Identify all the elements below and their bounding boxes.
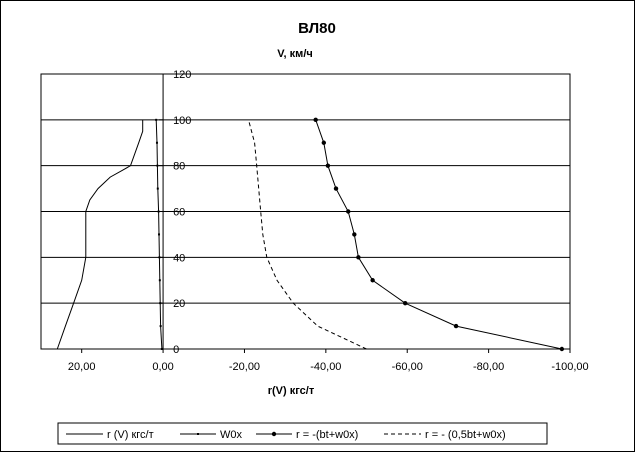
- legend-label-half-bt-w0x: r = - (0,5bt+w0x): [425, 429, 506, 441]
- x-tick-label-4: -60,00: [392, 361, 423, 373]
- series-1-marker-6: [157, 210, 160, 213]
- x-tick-label-2: -20,00: [229, 361, 260, 373]
- y-tick-label-5: 100: [173, 115, 191, 127]
- series-2-marker-0: [559, 346, 565, 352]
- y-tick-label-6: 120: [173, 69, 191, 81]
- series-1-marker-2: [159, 302, 162, 305]
- y-tick-label-2: 40: [173, 252, 185, 264]
- series-line-3: [248, 119, 367, 350]
- y-tick-label-1: 20: [173, 298, 185, 310]
- y-tick-label-4: 80: [173, 161, 185, 173]
- series-2-marker-2: [402, 300, 408, 306]
- series-1-marker-9: [155, 141, 158, 144]
- series-1-marker-8: [156, 164, 159, 167]
- series-2-marker-4: [356, 255, 361, 260]
- series-2-marker-9: [321, 140, 327, 145]
- gridlines: [41, 119, 570, 304]
- series-1-marker-5: [158, 233, 161, 236]
- x-tick-labels: 20,00 0,00 -20,00 -40,00 -60,00 -80,00 -100,00: [68, 361, 589, 373]
- legend: r (V) кгс/т W0x r = -(bt+w0x) r = - (0,5…: [57, 422, 548, 445]
- x-tick-label-0: 20,00: [68, 361, 96, 373]
- series-1-marker-1: [159, 325, 162, 328]
- series-1-marker-7: [156, 187, 159, 190]
- x-tick-label-5: -80,00: [473, 361, 504, 373]
- series-1-marker-4: [158, 256, 161, 259]
- axes: [81, 73, 571, 353]
- series-lines: [56, 117, 565, 352]
- y-axis-label: V, км/ч: [277, 48, 313, 60]
- series-2-marker-7: [333, 186, 339, 191]
- series-2-marker-6: [346, 209, 351, 214]
- legend-box: [57, 422, 548, 445]
- series-2-marker-1: [453, 323, 459, 329]
- legend-marker-bt-w0x: [271, 431, 277, 437]
- series-line-0: [56, 119, 144, 350]
- x-tick-label-3: -40,00: [310, 361, 341, 373]
- legend-marker-w0x: [197, 433, 199, 435]
- legend-label-w0x: W0x: [220, 429, 243, 441]
- y-tick-labels: 0 20 40 60 80 100 120: [173, 69, 191, 356]
- y-tick-label-0: 0: [173, 344, 179, 356]
- series-1-marker-10: [155, 118, 158, 121]
- series-2-marker-8: [325, 163, 331, 168]
- series-2-marker-3: [370, 278, 375, 283]
- series-2-marker-5: [352, 232, 357, 237]
- legend-label-bt-w0x: r = -(bt+w0x): [296, 429, 358, 441]
- x-tick-label-1: 0,00: [152, 361, 173, 373]
- x-axis-label: r(V) кгс/т: [268, 385, 315, 397]
- series-1-marker-0: [160, 348, 163, 350]
- legend-label-r-v: r (V) кгс/т: [107, 429, 154, 441]
- y-tick-label-3: 60: [173, 207, 185, 219]
- x-tick-label-6: -100,00: [551, 361, 588, 373]
- chart-title: ВЛ80: [298, 20, 336, 37]
- series-1-marker-3: [158, 279, 161, 282]
- series-2-marker-10: [313, 117, 318, 123]
